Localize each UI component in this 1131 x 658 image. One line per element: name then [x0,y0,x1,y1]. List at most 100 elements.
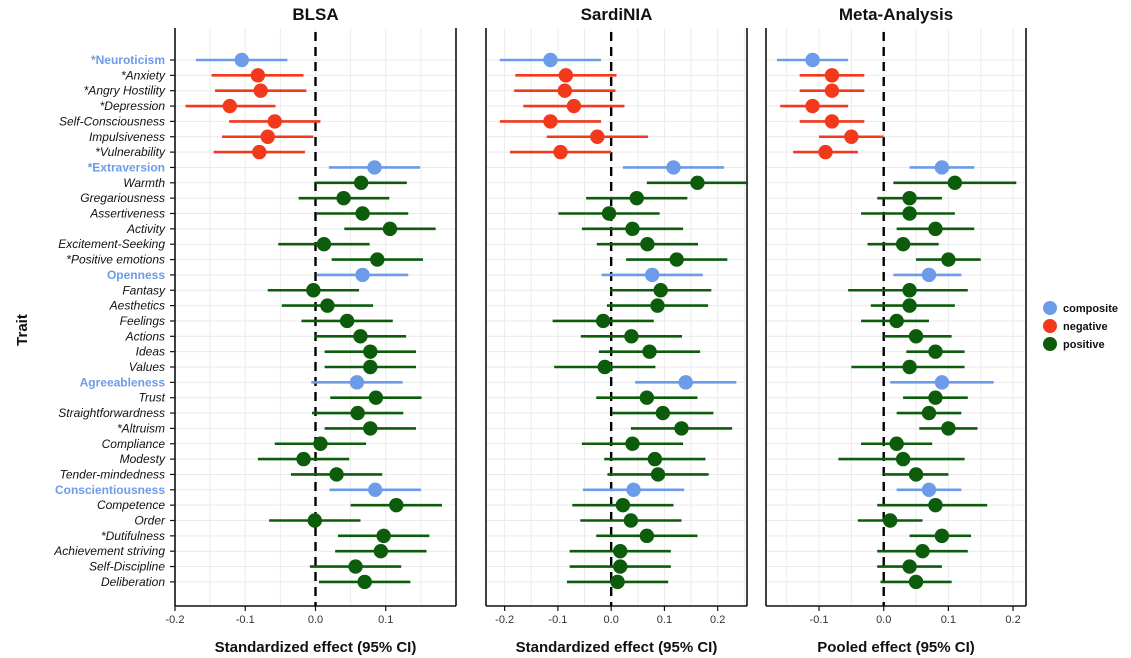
effect-point [597,359,612,375]
x-tick-label: -0.1 [810,614,829,626]
effect-point [902,206,917,221]
legend-key [1043,337,1057,351]
trait-label: Achievement striving [53,544,165,558]
trait-label: *Positive emotions [66,253,165,267]
effect-point [805,98,820,114]
trait-label: Order [134,514,166,528]
x-axis-title: Standardized effect (95% CI) [516,639,718,656]
effect-point [655,405,671,421]
effect-point [615,497,631,513]
effect-point [357,574,372,590]
trait-label: Self-Consciousness [59,114,165,128]
effect-point [234,52,249,68]
effect-point [639,390,655,405]
panel-title: Meta-Analysis [839,5,953,24]
effect-point [307,513,322,528]
trait-label: Modesty [120,452,166,466]
effect-point [690,175,705,190]
effect-point [674,421,689,436]
effect-point [350,405,365,421]
trait-label: *Depression [100,99,166,113]
trait-label: Feelings [120,314,165,328]
effect-point [368,390,384,405]
trait-label: Excitement-Seeking [58,237,165,251]
x-tick-label: 0.1 [378,614,393,626]
x-tick-label: -0.2 [166,614,185,626]
effect-point [934,160,950,175]
effect-point [590,129,605,144]
effect-point [320,298,335,313]
effect-point [805,52,820,68]
effect-point [902,359,917,375]
effect-point [941,421,956,436]
trait-label: Warmth [123,176,165,190]
effect-point [363,344,378,359]
effect-point [639,528,655,544]
effect-point [629,190,644,206]
effect-point [543,52,558,68]
effect-point [895,451,911,467]
x-tick-label: 0.1 [657,614,672,626]
trait-label: Competence [97,498,165,512]
effect-point [348,559,363,574]
effect-point [613,544,628,559]
effect-point [928,497,943,513]
effect-point [267,114,282,129]
trait-label: Values [129,360,165,374]
effect-point [915,544,930,559]
effect-point [666,160,681,175]
effect-point [889,313,904,329]
effect-point [373,544,389,559]
x-tick-label: 0.1 [941,614,956,626]
trait-label: Assertiveness [89,207,165,221]
effect-point [921,267,937,283]
effect-point [367,160,382,175]
effect-point [824,114,840,129]
effect-point [316,237,332,252]
effect-point [653,283,668,298]
effect-point [882,513,898,528]
effect-point [624,329,639,344]
trait-label: Conscientiousness [55,483,165,497]
effect-point [613,559,628,574]
legend: composite negative positive [1043,301,1118,351]
effect-point [222,98,237,114]
effect-point [601,206,617,221]
trait-labels: *Neuroticism*Anxiety *Angry Hostility*Dep… [53,53,175,589]
effect-point [908,329,924,344]
effect-point [889,436,904,451]
trait-label: Ideas [136,345,165,359]
x-axis-title: Pooled effect (95% CI) [817,639,975,656]
effect-point [640,237,655,252]
effect-point [306,283,321,298]
effect-point [947,175,963,190]
effect-point [625,221,640,237]
y-axis-title: Trait [14,314,31,346]
legend-label: positive [1063,339,1105,351]
x-tick-label: 0.0 [876,614,891,626]
effect-point [610,574,625,590]
panel-3: Meta-Analysis -0.1 0.0 0.1 0.2 Pooled effect … [765,5,1027,656]
effect-point [250,68,266,83]
effect-point [382,221,398,237]
panel-background [486,28,747,606]
trait-label: Straightforwardness [58,406,165,420]
effect-point [370,252,385,267]
panels: BLSA -0.2 -0.1 0.0 0.1 Standardized effect (9… [166,5,1027,656]
effect-point [824,68,840,83]
trait-label: *Extraversion [88,160,165,174]
x-tick-label: 0.2 [710,614,725,626]
trait-label: *Neuroticism [91,53,165,67]
effect-point [339,313,355,329]
trait-label: Openness [107,268,165,282]
x-tick-label: 0.0 [308,614,323,626]
effect-point [543,114,558,129]
effect-point [363,421,378,436]
effect-point [895,237,911,252]
effect-point [908,574,924,590]
effect-point [336,190,351,206]
trait-label: *Angry Hostility [84,84,166,98]
legend-key [1043,301,1057,315]
panel-title: BLSA [292,5,338,24]
effect-point [934,528,950,544]
